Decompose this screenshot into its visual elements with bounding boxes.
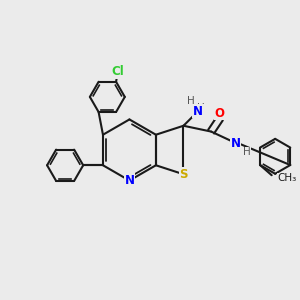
Text: CH₃: CH₃ [277, 173, 296, 183]
Text: N: N [231, 137, 241, 150]
Text: H: H [187, 96, 195, 106]
Text: O: O [215, 107, 225, 120]
Text: N: N [124, 174, 134, 187]
Text: H: H [243, 147, 251, 157]
Text: Cl: Cl [111, 65, 124, 78]
Text: H: H [197, 103, 205, 113]
Text: N: N [193, 105, 203, 118]
Text: S: S [179, 168, 188, 181]
